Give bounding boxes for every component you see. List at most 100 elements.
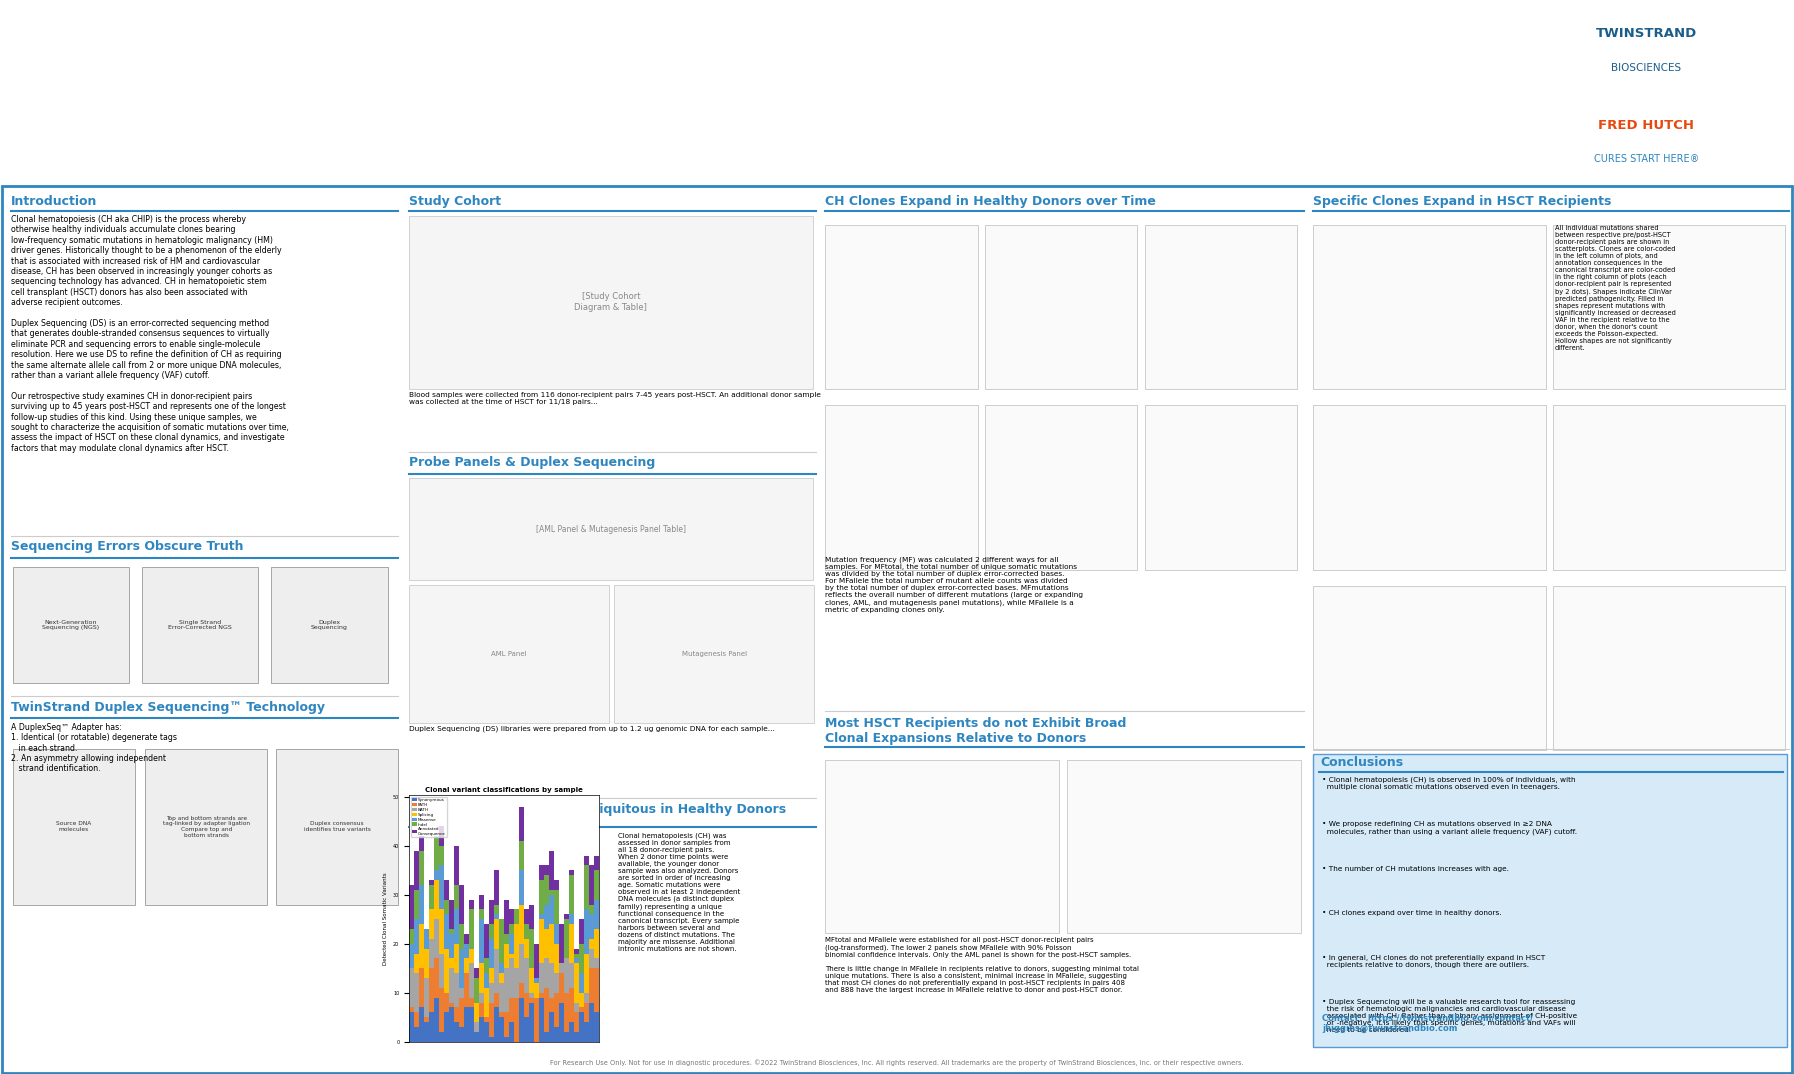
Bar <box>540 880 544 914</box>
FancyBboxPatch shape <box>1552 224 1785 389</box>
Bar <box>585 866 588 910</box>
Bar <box>499 1013 504 1017</box>
Text: CH Clones Expand in Healthy Donors over Time: CH Clones Expand in Healthy Donors over … <box>825 195 1155 208</box>
Bar <box>549 890 554 895</box>
Bar <box>565 958 569 992</box>
Bar <box>554 924 558 944</box>
Text: For Research Use Only. Not for use in diagnostic procedures. ©2022 TwinStrand Bi: For Research Use Only. Not for use in di… <box>551 1059 1243 1065</box>
Bar <box>504 934 509 944</box>
FancyBboxPatch shape <box>1145 405 1297 570</box>
Bar <box>590 914 594 939</box>
Bar <box>549 895 554 924</box>
Bar <box>459 885 463 924</box>
FancyBboxPatch shape <box>271 567 388 683</box>
Bar <box>524 939 529 958</box>
Bar <box>445 880 448 900</box>
Bar <box>450 1002 454 1007</box>
Bar <box>459 998 463 1027</box>
Bar <box>590 904 594 914</box>
Bar <box>434 870 440 880</box>
Bar <box>434 880 440 919</box>
Bar <box>425 1022 429 1042</box>
Bar <box>590 969 594 1002</box>
Bar <box>414 973 418 1013</box>
Bar <box>594 856 599 870</box>
Bar <box>499 963 504 973</box>
Bar <box>585 1022 588 1042</box>
Bar <box>499 919 504 963</box>
Bar <box>529 998 533 1002</box>
Bar <box>520 904 524 944</box>
Bar <box>490 939 493 969</box>
Bar <box>540 992 544 998</box>
Bar <box>499 983 504 1013</box>
Bar <box>425 948 429 978</box>
Y-axis label: Detected Clonal Somatic Variants: Detected Clonal Somatic Variants <box>382 872 388 964</box>
Bar <box>554 880 558 890</box>
Bar <box>585 856 588 866</box>
FancyBboxPatch shape <box>825 405 978 570</box>
Bar <box>529 904 533 929</box>
Bar <box>414 851 418 890</box>
Bar <box>440 910 443 954</box>
Bar <box>569 870 574 875</box>
Bar <box>509 910 513 924</box>
Bar <box>520 983 524 998</box>
Bar <box>450 969 454 1002</box>
FancyBboxPatch shape <box>825 760 1058 933</box>
Bar <box>495 919 499 948</box>
Bar <box>544 958 549 988</box>
Bar <box>465 934 468 944</box>
Bar <box>445 948 448 992</box>
Bar <box>420 969 423 1007</box>
Text: All individual mutations shared
between respective pre/post-HSCT
donor-recipient: All individual mutations shared between … <box>1554 224 1676 351</box>
Bar <box>529 929 533 969</box>
Bar <box>565 914 569 919</box>
Bar <box>594 958 599 969</box>
Bar <box>470 1007 474 1042</box>
Bar <box>509 958 513 998</box>
FancyBboxPatch shape <box>1552 585 1785 751</box>
Bar <box>554 890 558 924</box>
FancyBboxPatch shape <box>13 567 129 683</box>
Text: CURES START HERE®: CURES START HERE® <box>1593 154 1699 164</box>
FancyBboxPatch shape <box>1503 95 1789 179</box>
Bar <box>529 992 533 998</box>
FancyBboxPatch shape <box>13 750 135 905</box>
Text: FRED HUTCH: FRED HUTCH <box>1598 119 1694 132</box>
Bar <box>470 963 474 998</box>
Bar <box>560 1002 563 1042</box>
Bar <box>544 988 549 1032</box>
Bar <box>409 1013 414 1042</box>
Text: Sequencing Errors Obscure Truth: Sequencing Errors Obscure Truth <box>11 540 244 553</box>
FancyBboxPatch shape <box>1313 405 1545 570</box>
Bar <box>470 900 474 910</box>
Bar <box>574 954 579 958</box>
Bar <box>479 1002 484 1017</box>
Text: Duplex consensus
identifies true variants: Duplex consensus identifies true variant… <box>303 822 371 832</box>
Bar <box>495 904 499 914</box>
Bar <box>454 973 459 1007</box>
Bar <box>470 998 474 1007</box>
Bar <box>594 969 599 1013</box>
Bar <box>574 1013 579 1032</box>
Bar <box>440 866 443 910</box>
FancyBboxPatch shape <box>1552 405 1785 570</box>
Bar <box>524 992 529 1017</box>
Bar <box>515 924 518 969</box>
Text: • Clonal hematopoiesis (CH) is observed in 100% of individuals, with
  multiple : • Clonal hematopoiesis (CH) is observed … <box>1322 777 1575 790</box>
Bar <box>504 1013 509 1036</box>
Bar <box>414 1027 418 1042</box>
Bar <box>579 944 583 973</box>
Bar <box>425 978 429 1017</box>
Bar <box>579 992 583 1007</box>
Bar <box>490 1036 493 1042</box>
Text: Mutation frequency (MF) was calculated 2 different ways for all
samples. For MFt: Mutation frequency (MF) was calculated 2… <box>825 556 1084 613</box>
Bar <box>544 866 549 875</box>
Text: donor-recipient clonal dynamics following hematopoietic stem cell transplant: donor-recipient clonal dynamics followin… <box>22 92 1209 118</box>
Bar <box>479 919 484 963</box>
Text: Most HSCT Recipients do not Exhibit Broad
Clonal Expansions Relative to Donors: Most HSCT Recipients do not Exhibit Broa… <box>825 716 1127 744</box>
Bar <box>474 1032 479 1042</box>
Bar <box>560 963 563 973</box>
Bar <box>590 1002 594 1042</box>
